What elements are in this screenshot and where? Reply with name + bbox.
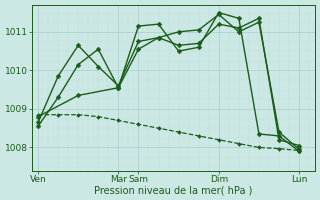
X-axis label: Pression niveau de la mer( hPa ): Pression niveau de la mer( hPa ): [94, 185, 253, 195]
